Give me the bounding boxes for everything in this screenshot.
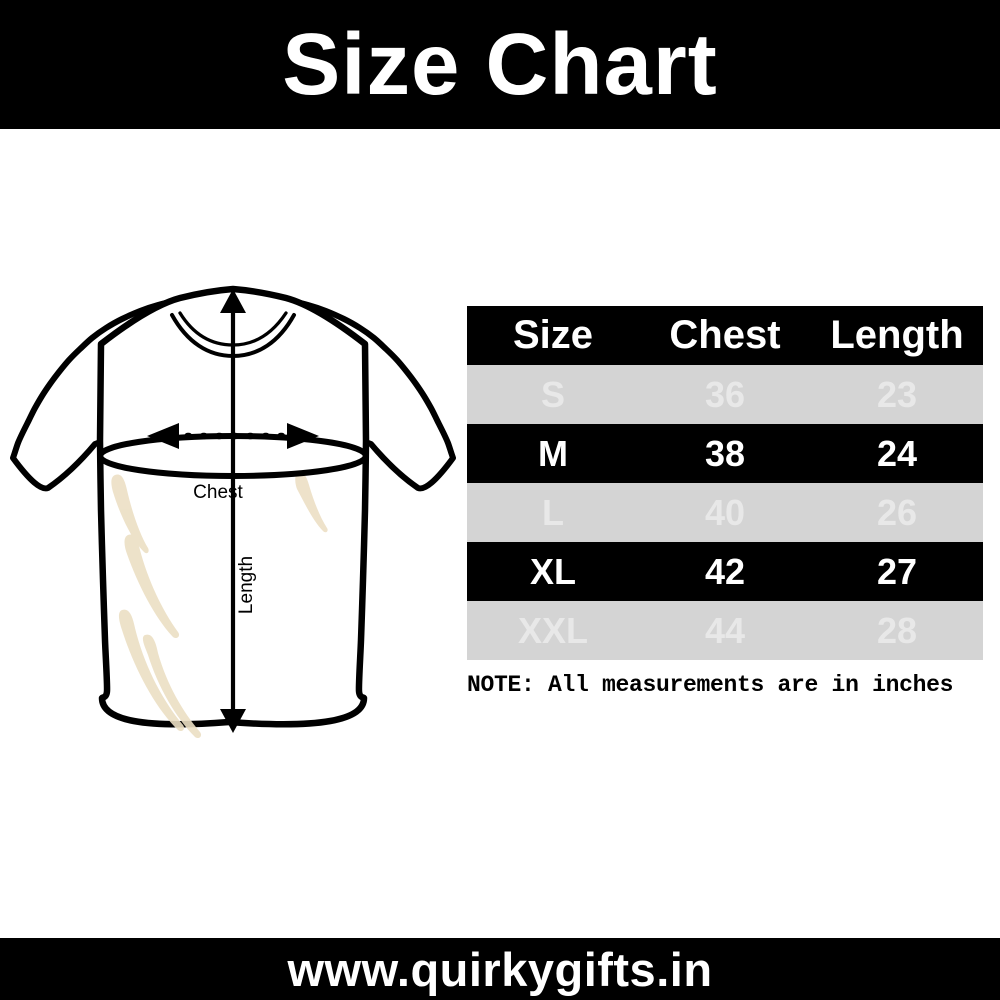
svg-text:Chest: Chest xyxy=(193,482,243,503)
svg-text:Length: Length xyxy=(236,556,257,614)
